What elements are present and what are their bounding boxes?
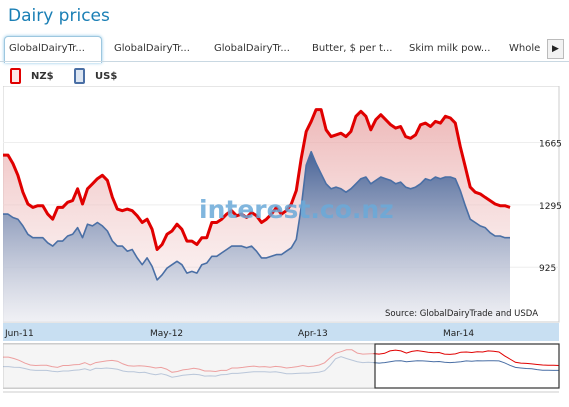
legend-label-usd: US$ xyxy=(95,71,118,82)
series-areas xyxy=(3,109,510,322)
x-tick-label: Jun-11 xyxy=(4,329,34,339)
x-axis-band xyxy=(3,323,559,341)
legend-item-usd[interactable]: US$ xyxy=(74,68,117,84)
legend-item-nzd[interactable]: NZ$ xyxy=(10,68,54,84)
navigator-line xyxy=(373,360,559,371)
price-chart[interactable]: interest.co.nz 925 1295 1665 Source: Globa… xyxy=(2,85,563,402)
y-tick-label: 925 xyxy=(539,264,556,274)
tab-divider xyxy=(0,61,569,62)
x-tick-label: Mar-14 xyxy=(443,329,474,339)
tab-global-dairy-trade-2[interactable]: GlobalDairyTr... xyxy=(114,43,190,54)
tab-skim-milk-powder[interactable]: Skim milk pow... xyxy=(409,43,491,54)
y-axis-labels: 925 1295 1665 xyxy=(539,139,562,274)
series-lines xyxy=(3,108,511,281)
navigator[interactable] xyxy=(2,343,560,393)
legend-swatch-usd xyxy=(74,68,85,84)
chart-area[interactable]: interest.co.nz 925 1295 1665 Source: Globa… xyxy=(2,85,563,402)
tab-butter[interactable]: Butter, $ per t... xyxy=(312,43,393,54)
navigator-line-faded xyxy=(3,349,380,373)
legend-label-nzd: NZ$ xyxy=(31,71,54,82)
y-tick-label: 1665 xyxy=(539,139,562,149)
tab-bar: GlobalDairyTr... GlobalDairyTr... Global… xyxy=(0,33,569,63)
page-title: Dairy prices xyxy=(8,6,110,26)
watermark-brand: interest.co.nz xyxy=(199,195,394,224)
navigator-selection-window[interactable] xyxy=(374,343,560,389)
x-axis-labels: Jun-11 May-12 Apr-13 Mar-14 xyxy=(4,329,474,339)
navigator-mask xyxy=(3,344,375,388)
tab-whole-milk-powder[interactable]: Whole xyxy=(509,43,541,54)
series-line-nzd[interactable] xyxy=(3,108,511,251)
y-tick-label: 1295 xyxy=(539,202,562,212)
series-line-usd[interactable] xyxy=(3,150,510,281)
tab-scroll-right-button[interactable]: ▶ xyxy=(547,39,564,59)
legend-swatch-nzd xyxy=(10,68,21,84)
navigator-line xyxy=(373,349,560,366)
x-tick-label: May-12 xyxy=(150,329,183,339)
series-area-usd xyxy=(3,151,510,322)
triangle-right-icon: ▶ xyxy=(552,44,559,54)
tab-global-dairy-trade-3[interactable]: GlobalDairyTr... xyxy=(214,43,290,54)
tab-global-dairy-trade-1[interactable]: GlobalDairyTr... xyxy=(4,36,102,63)
source-note: Source: GlobalDairyTrade and USDA xyxy=(385,309,538,319)
navigator-line-faded xyxy=(3,356,380,378)
x-tick-label: Apr-13 xyxy=(298,329,328,339)
